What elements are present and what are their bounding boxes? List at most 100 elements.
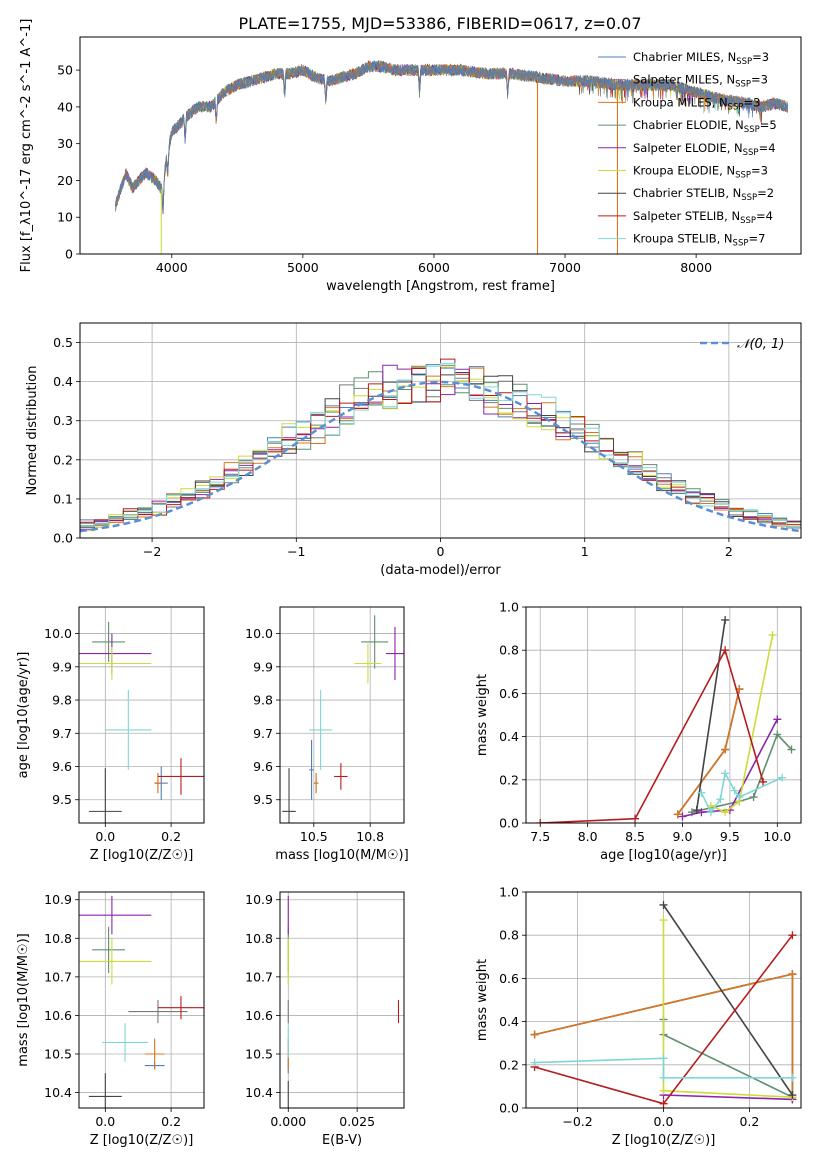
errorbar-kroupa-miles: [313, 773, 319, 794]
weight-series-chabrier-elodie: [687, 730, 796, 817]
mass-vs-ebv-axes: 0.000 0.025 10.4 10.5 10.6 10.7 10.8 10.9 E(B-V): [245, 891, 405, 1148]
age-vs-Z-axes: 0.0 0.2 9.5 9.6 9.7 9.8 9.9 10.0 Z [log10(Z/Z☉)]…: [16, 606, 205, 863]
x-tick-label: 2: [725, 544, 733, 559]
weight-point: [697, 808, 706, 817]
x-tick-label: 0.0: [95, 829, 115, 844]
y-tick-label: 10.9: [44, 892, 72, 907]
y-tick-label: 0.4: [53, 374, 73, 389]
x-tick-label: 7000: [549, 260, 581, 275]
x-tick-label: 9.5: [720, 829, 740, 844]
weight-point: [768, 631, 777, 640]
weight-series-kroupa-stelib: [530, 1054, 797, 1082]
x-axis-label: Z [log10(Z/Z☉)]: [90, 1133, 194, 1148]
histogram-kroupa-stelib: [80, 362, 801, 528]
y-tick-label: 40: [57, 99, 73, 114]
y-tick-label: 10.9: [245, 892, 273, 907]
weight-vs-Z-axes: −0.2 0.0 0.2 0.0 0.2 0.4 0.6 0.8 1.0 Z [log10(Z/Z…: [475, 885, 802, 1148]
errorbar-chabrier-stelib: [282, 768, 296, 823]
weight-line: [695, 619, 726, 811]
y-tick-label: 10.4: [245, 1085, 273, 1100]
weight-series-kroupa-elodie: [659, 916, 797, 1102]
y-tick-label: 0.3: [53, 413, 73, 428]
weight-point: [631, 814, 640, 823]
errorbar-salpeter-stelib: [157, 758, 204, 795]
y-tick-label: 10.0: [245, 626, 273, 641]
weight-line: [710, 634, 774, 814]
x-tick-label: 0.2: [739, 1114, 759, 1129]
mass-vs-ebv-plot-area: [280, 892, 404, 1108]
y-tick-label: 10.6: [245, 1008, 273, 1023]
y-tick-label: 10.5: [245, 1047, 273, 1062]
x-tick-label: 4000: [156, 260, 188, 275]
weight-series-chabrier-elodie: [659, 1015, 797, 1102]
weight-series-salpeter-stelib: [530, 931, 797, 1108]
x-tick-label: 8.5: [625, 829, 645, 844]
y-tick-label: 0.6: [499, 686, 519, 701]
errorbar-salpeter-elodie: [385, 626, 404, 681]
age-vs-mass-axes: 10.5 10.8 9.5 9.6 9.7 9.8 9.9 10.0 mass [log10(M…: [245, 606, 409, 863]
x-tick-label: 0.2: [161, 1114, 181, 1129]
weight-series-salpeter-stelib: [536, 646, 768, 823]
axes-frame: [279, 891, 405, 1109]
x-tick-label: 0.025: [339, 1114, 375, 1129]
x-tick-label: 10.8: [356, 829, 384, 844]
weight-point: [778, 773, 787, 782]
weight-vs-age-axes: 7.5 8.0 8.5 9.0 9.5 10.0 0.0 0.2 0.4 0.6 0.8 1.0 age…: [475, 600, 802, 863]
x-tick-label: 8.0: [578, 829, 598, 844]
weight-point: [721, 646, 730, 655]
weight-point: [536, 819, 545, 823]
spectrum-line-chabrier-miles: [115, 60, 788, 211]
weight-point: [749, 793, 758, 802]
y-tick-label: 0.2: [53, 452, 73, 467]
weight-point: [659, 1054, 668, 1063]
y-tick-label: 0.1: [53, 491, 73, 506]
weight-point: [788, 1073, 797, 1082]
weight-series-kroupa-elodie: [706, 631, 777, 817]
weight-point: [706, 808, 715, 817]
y-tick-label: 0: [65, 247, 73, 262]
axes-frame: [279, 606, 405, 824]
weight-point: [721, 769, 730, 778]
weight-series-chabrier-stelib: [692, 615, 730, 815]
y-axis-label: age [log10(age/yr)]: [16, 652, 31, 779]
y-tick-label: 0.4: [499, 1014, 519, 1029]
x-tick-label: −1: [287, 544, 305, 559]
weight-point: [659, 916, 668, 925]
y-tick-label: 10.0: [44, 626, 72, 641]
weight-point: [773, 730, 782, 739]
axes-frame: [525, 891, 802, 1109]
errorbar-chabrier-elodie: [92, 621, 126, 662]
y-axis-label: mass weight: [475, 674, 490, 756]
weight-vs-age-plot-area: [526, 606, 801, 824]
y-tick-label: 10.7: [245, 969, 273, 984]
weight-line: [662, 1019, 793, 1098]
errorbar-salpeter-stelib: [334, 763, 348, 790]
weight-point: [788, 970, 797, 979]
axes-frame: [78, 891, 205, 1109]
errorbar-kroupa-miles: [144, 1038, 165, 1070]
y-axis-label: Normed distribution: [25, 366, 40, 496]
legend-label: Chabrier MILES, NSSP=3: [633, 50, 769, 67]
y-tick-label: 9.7: [52, 726, 72, 741]
x-tick-label: 6000: [418, 260, 450, 275]
figure-title: PLATE=1755, MJD=53386, FIBERID=0617, z=0…: [238, 14, 641, 33]
errorbar-kroupa-stelib: [309, 690, 332, 770]
weight-point: [678, 812, 687, 821]
x-tick-label: 0.0: [654, 1114, 674, 1129]
errorbar-kroupa-elodie: [79, 646, 152, 681]
errorbar-kroupa-elodie: [354, 643, 382, 684]
axes-frame: [79, 322, 802, 539]
errorbar-chabrier-elodie: [361, 615, 389, 669]
x-tick-label: 10.0: [763, 829, 791, 844]
x-axis-label: Z [log10(Z/Z☉)]: [90, 848, 194, 863]
residuals-axes: −2 −1 0 1 2 0.0 0.1 0.2 0.3 0.4 0.5 (data-model)/er…: [25, 322, 802, 578]
y-axis-label: Flux [f_λ10^-17 erg cm^-2 s^-1 A^-1]: [19, 19, 34, 273]
y-tick-label: 0.0: [499, 1101, 519, 1116]
axes-frame: [525, 606, 802, 824]
weight-point: [788, 1091, 797, 1100]
x-axis-label: mass [log10(M/M☉)]: [275, 848, 408, 863]
x-axis-label: E(B-V): [322, 1133, 362, 1148]
gaussian-curve: [79, 380, 802, 533]
y-tick-label: 9.8: [52, 693, 72, 708]
x-tick-label: −2: [143, 544, 161, 559]
